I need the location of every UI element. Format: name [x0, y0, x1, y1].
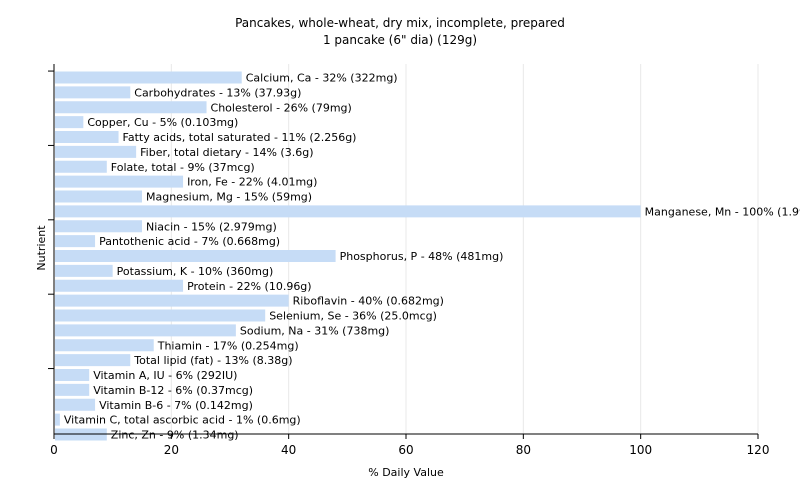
bar-data-label: Total lipid (fat) - 13% (8.38g) — [133, 354, 292, 367]
bar — [55, 264, 113, 277]
chart-title: Pancakes, whole-wheat, dry mix, incomple… — [235, 16, 565, 30]
bar-data-label: Niacin - 15% (2.979mg) — [146, 220, 277, 233]
bar-data-label: Phosphorus, P - 48% (481mg) — [340, 250, 504, 263]
bar — [55, 354, 131, 367]
bar — [55, 131, 119, 143]
bar-data-label: Vitamin B-12 - 6% (0.37mcg) — [93, 384, 253, 397]
bar-data-label: Manganese, Mn - 100% (1.994mg) — [645, 205, 800, 218]
bar — [55, 413, 60, 426]
bar-data-label: Protein - 22% (10.96g) — [187, 280, 312, 293]
bar — [55, 309, 266, 322]
bar-data-label: Selenium, Se - 36% (25.0mcg) — [269, 310, 437, 323]
bar-data-label: Fatty acids, total saturated - 11% (2.25… — [123, 131, 357, 144]
bar — [55, 235, 96, 248]
bar-data-label: Sodium, Na - 31% (738mg) — [240, 324, 390, 337]
bar-data-label: Magnesium, Mg - 15% (59mg) — [146, 191, 312, 204]
x-tick-label: 0 — [50, 443, 58, 457]
bar-data-label: Zinc, Zn - 9% (1.34mg) — [111, 429, 239, 442]
bar — [55, 383, 90, 396]
bar — [55, 398, 96, 411]
bars-group: Calcium, Ca - 32% (322mg)Carbohydrates -… — [55, 71, 800, 442]
bar-data-label: Vitamin C, total ascorbic acid - 1% (0.6… — [64, 414, 301, 427]
bar-data-label: Riboflavin - 40% (0.682mg) — [293, 295, 444, 308]
bar-data-label: Iron, Fe - 22% (4.01mg) — [187, 176, 317, 189]
axes-group: 0 20 40 60 80 100 120 — [48, 64, 769, 457]
x-axis-label: % Daily Value — [368, 466, 444, 479]
bar-data-label: Potassium, K - 10% (360mg) — [117, 265, 274, 278]
bar-data-label: Cholesterol - 26% (79mg) — [211, 101, 352, 114]
bar — [55, 369, 90, 381]
bar-data-label: Thiamin - 17% (0.254mg) — [157, 339, 299, 352]
bar — [55, 294, 289, 307]
x-tick-label: 60 — [398, 443, 413, 457]
bar — [55, 145, 137, 158]
bar-data-label: Carbohydrates - 13% (37.93g) — [134, 86, 301, 99]
bar-data-label: Copper, Cu - 5% (0.103mg) — [87, 116, 238, 129]
bar-data-label: Folate, total - 9% (37mcg) — [111, 161, 255, 174]
bar — [55, 220, 142, 233]
bar — [55, 86, 131, 99]
bar — [55, 116, 84, 129]
bar-data-label: Pantothenic acid - 7% (0.668mg) — [99, 235, 280, 248]
bar — [55, 250, 336, 262]
bar — [55, 101, 207, 114]
bar-data-label: Vitamin A, IU - 6% (292IU) — [93, 369, 237, 382]
bar — [55, 279, 184, 292]
bar — [55, 205, 641, 218]
bar-data-label: Vitamin B-6 - 7% (0.142mg) — [99, 399, 253, 412]
bar — [55, 175, 184, 188]
bar — [55, 160, 107, 173]
bar — [55, 190, 142, 203]
bar-data-label: Calcium, Ca - 32% (322mg) — [246, 72, 398, 85]
y-axis-label: Nutrient — [35, 225, 48, 271]
bar — [55, 339, 154, 352]
chart-subtitle: 1 pancake (6" dia) (129g) — [323, 33, 477, 47]
bar — [55, 71, 242, 84]
gridlines — [170, 64, 759, 434]
x-tick-label: 120 — [747, 443, 770, 457]
x-tick-label: 20 — [164, 443, 179, 457]
bar-data-label: Fiber, total dietary - 14% (3.6g) — [140, 146, 313, 159]
x-tick-label: 40 — [281, 443, 296, 457]
x-tick-label: 80 — [516, 443, 531, 457]
bar — [55, 324, 236, 337]
x-tick-label: 100 — [629, 443, 652, 457]
